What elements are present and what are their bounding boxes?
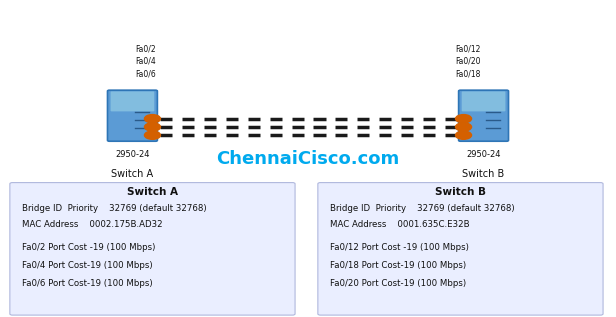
FancyBboxPatch shape	[458, 90, 509, 141]
FancyBboxPatch shape	[318, 183, 603, 315]
Text: Fa0/4: Fa0/4	[136, 57, 156, 66]
Text: Fa0/2 Port Cost -19 (100 Mbps): Fa0/2 Port Cost -19 (100 Mbps)	[22, 243, 155, 251]
Text: 2950-24: 2950-24	[466, 150, 501, 159]
FancyBboxPatch shape	[111, 91, 154, 111]
Circle shape	[144, 115, 161, 123]
Text: Fa0/12 Port Cost -19 (100 Mbps): Fa0/12 Port Cost -19 (100 Mbps)	[330, 243, 468, 251]
Text: Bridge ID  Priority    32769 (default 32768): Bridge ID Priority 32769 (default 32768)	[22, 204, 206, 213]
Circle shape	[456, 115, 472, 123]
Text: Fa0/18: Fa0/18	[455, 69, 480, 78]
Text: Fa0/18 Port Cost-19 (100 Mbps): Fa0/18 Port Cost-19 (100 Mbps)	[330, 261, 466, 270]
Text: Fa0/12: Fa0/12	[455, 44, 480, 53]
Text: Switch B: Switch B	[435, 187, 485, 197]
Text: Bridge ID  Priority    32769 (default 32768): Bridge ID Priority 32769 (default 32768)	[330, 204, 514, 213]
Text: Switch A: Switch A	[127, 187, 177, 197]
Text: MAC Address    0001.635C.E32B: MAC Address 0001.635C.E32B	[330, 220, 469, 229]
Text: ChennaiCisco.com: ChennaiCisco.com	[216, 150, 400, 168]
FancyBboxPatch shape	[10, 183, 295, 315]
Text: Fa0/2: Fa0/2	[136, 44, 156, 53]
Circle shape	[144, 123, 161, 131]
Text: Switch A: Switch A	[111, 169, 153, 179]
Text: Switch B: Switch B	[463, 169, 505, 179]
Circle shape	[144, 131, 161, 139]
Text: MAC Address    0002.175B.AD32: MAC Address 0002.175B.AD32	[22, 220, 162, 229]
Text: Fa0/20: Fa0/20	[455, 57, 480, 66]
Text: Fa0/4 Port Cost-19 (100 Mbps): Fa0/4 Port Cost-19 (100 Mbps)	[22, 261, 152, 270]
Circle shape	[456, 131, 472, 139]
Text: Fa0/20 Port Cost-19 (100 Mbps): Fa0/20 Port Cost-19 (100 Mbps)	[330, 279, 466, 288]
FancyBboxPatch shape	[462, 91, 505, 111]
Text: Fa0/6 Port Cost-19 (100 Mbps): Fa0/6 Port Cost-19 (100 Mbps)	[22, 279, 152, 288]
Text: Fa0/6: Fa0/6	[136, 69, 156, 78]
Circle shape	[456, 123, 472, 131]
Text: 2950-24: 2950-24	[115, 150, 150, 159]
FancyBboxPatch shape	[107, 90, 158, 141]
